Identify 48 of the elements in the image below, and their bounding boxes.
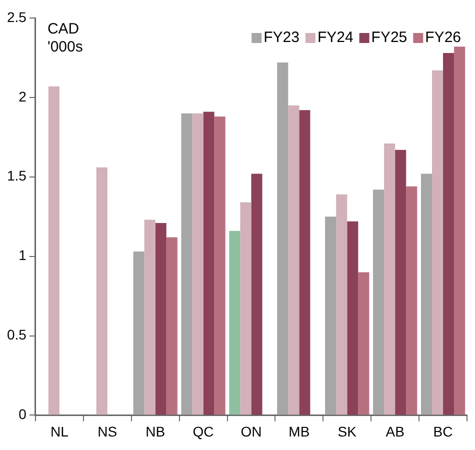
bar	[155, 222, 166, 415]
x-tick-label: MB	[288, 423, 310, 440]
bar	[384, 144, 396, 415]
bar	[96, 167, 108, 415]
bar	[240, 202, 252, 415]
bar	[181, 113, 192, 415]
x-tick-label: SK	[338, 423, 358, 440]
x-tick-label: NB	[146, 423, 166, 440]
bar	[251, 174, 262, 415]
bar	[395, 150, 406, 415]
bar	[144, 220, 156, 415]
bar	[443, 52, 454, 415]
y-tick-label: 1	[18, 247, 27, 264]
y-tick-label: 0	[18, 406, 27, 422]
bar	[48, 86, 60, 415]
bar	[288, 105, 300, 415]
x-tick-label: NS	[98, 423, 118, 440]
annotation: CAD '000s	[47, 20, 83, 56]
legend-label: FY26	[425, 29, 462, 46]
x-tick-label: BC	[433, 423, 453, 440]
legend-label: FY25	[371, 29, 408, 46]
x-tick-label: NL	[50, 423, 69, 440]
bar	[432, 70, 444, 415]
bar	[229, 230, 240, 415]
bar	[406, 186, 418, 415]
bar	[192, 113, 204, 415]
bar	[336, 194, 348, 415]
x-tick-label: QC	[192, 423, 214, 440]
bar	[325, 216, 336, 415]
y-tick-label: 2	[18, 88, 27, 104]
bar	[214, 116, 226, 415]
x-tick-label: AB	[386, 423, 404, 440]
bar	[373, 190, 384, 415]
bar	[358, 272, 370, 415]
bar	[133, 252, 144, 415]
bar	[347, 221, 358, 415]
bar	[166, 237, 178, 415]
legend-label: FY23	[264, 29, 300, 46]
y-tick-label: 1.5	[6, 168, 27, 184]
x-tick-label: ON	[240, 423, 262, 440]
y-tick-label: 2.5	[6, 8, 27, 25]
legend-label: FY24	[317, 29, 354, 46]
bar	[420, 174, 432, 415]
bar	[299, 110, 310, 415]
bar	[454, 46, 466, 415]
y-tick-label: 0.5	[6, 326, 27, 343]
bar	[203, 112, 214, 415]
bar	[277, 62, 288, 415]
